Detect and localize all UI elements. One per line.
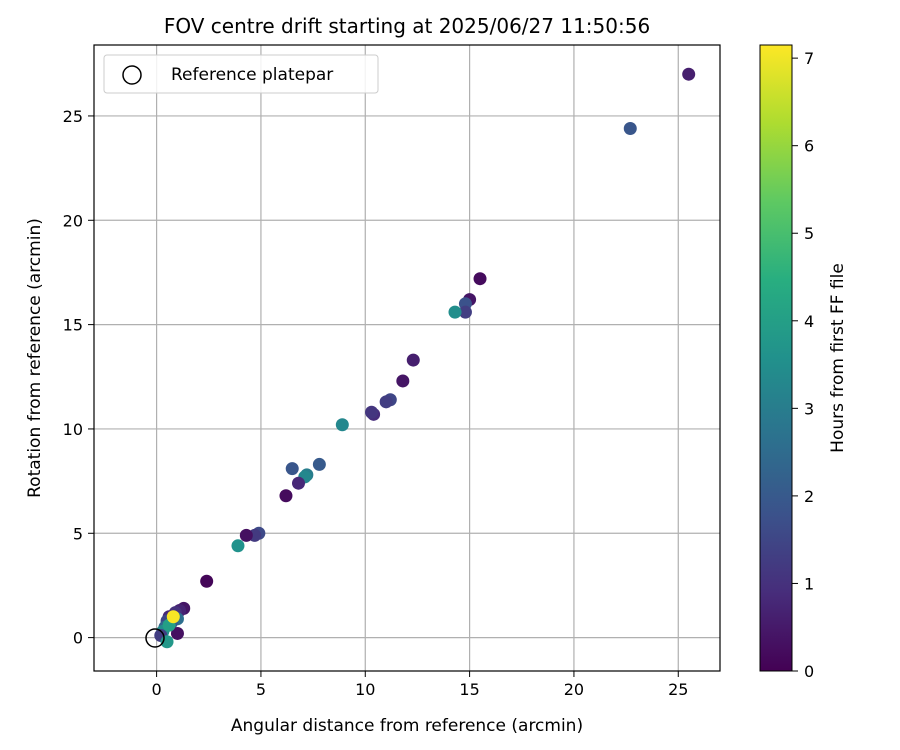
x-tick-label: 15 [459, 680, 479, 699]
y-tick-label: 25 [63, 107, 83, 126]
data-point [406, 353, 420, 367]
plot-frame [93, 44, 721, 672]
data-point [458, 305, 472, 319]
colorbar-tick-label: 5 [804, 224, 814, 243]
colorbar-label: Hours from first FF file [828, 263, 848, 453]
x-tick-label: 20 [564, 680, 584, 699]
data-point [279, 489, 293, 503]
data-point [312, 457, 326, 471]
colorbar-tick-label: 3 [804, 399, 814, 418]
x-tick-label: 5 [256, 680, 266, 699]
data-point [623, 121, 637, 135]
x-tick-label: 25 [668, 680, 688, 699]
colorbar-tick-label: 1 [804, 574, 814, 593]
data-point [682, 67, 696, 81]
data-point [231, 539, 245, 553]
data-point [473, 272, 487, 286]
data-point [335, 418, 349, 432]
legend-marker-reference [122, 65, 142, 85]
data-point [379, 395, 393, 409]
colorbar-tick-label: 4 [804, 312, 814, 331]
x-tick-label: 10 [355, 680, 375, 699]
colorbar-ticks: 0 1 2 3 4 5 6 7 [792, 49, 814, 681]
data-point [396, 374, 410, 388]
y-axis-ticks: 0 5 10 15 20 25 [63, 107, 94, 648]
data-point [448, 305, 462, 319]
y-tick-label: 0 [73, 629, 83, 648]
legend-label-reference: Reference platepar [171, 65, 333, 85]
y-tick-label: 5 [73, 524, 83, 543]
data-point [166, 610, 180, 624]
data-point [200, 574, 214, 588]
colorbar-tick-label: 2 [804, 487, 814, 506]
data-point [291, 476, 305, 490]
x-axis-ticks: 0 5 10 15 20 25 [152, 671, 688, 699]
colorbar [759, 44, 793, 672]
y-tick-label: 10 [63, 420, 83, 439]
y-axis-label: Rotation from reference (arcmin) [25, 218, 45, 498]
grid-lines [94, 45, 720, 671]
data-point [239, 528, 253, 542]
data-points [154, 67, 696, 649]
legend-box [103, 54, 379, 94]
chart-title: FOV centre drift starting at 2025/06/27 … [164, 14, 650, 38]
data-point [285, 462, 299, 476]
legend: Reference platepar [103, 54, 379, 94]
data-point [365, 405, 379, 419]
y-tick-label: 15 [63, 316, 83, 335]
x-axis-label: Angular distance from reference (arcmin) [231, 716, 583, 736]
colorbar-tick-label: 6 [804, 137, 814, 156]
x-tick-label: 0 [152, 680, 162, 699]
colorbar-tick-label: 0 [804, 662, 814, 681]
data-point [170, 626, 184, 640]
y-tick-label: 20 [63, 211, 83, 230]
colorbar-tick-label: 7 [804, 49, 814, 68]
reference-platepar-marker [145, 628, 165, 648]
